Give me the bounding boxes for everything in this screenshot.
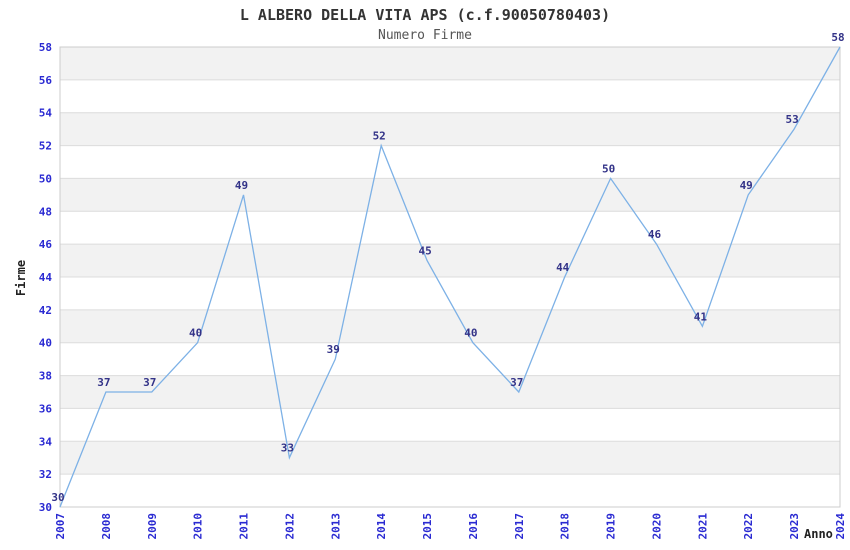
y-tick-label: 30 bbox=[39, 501, 52, 514]
grid-band bbox=[60, 342, 840, 376]
grid-band bbox=[60, 178, 840, 212]
x-tick-label: 2015 bbox=[421, 513, 434, 540]
y-tick-label: 34 bbox=[39, 435, 53, 448]
y-tick-label: 56 bbox=[39, 74, 53, 87]
data-label: 33 bbox=[281, 442, 294, 455]
y-tick-label: 58 bbox=[39, 41, 52, 54]
x-tick-label: 2020 bbox=[651, 513, 664, 540]
grid-band bbox=[60, 79, 840, 113]
x-tick-label: 2016 bbox=[467, 513, 480, 540]
x-tick-label: 2017 bbox=[513, 513, 526, 540]
y-tick-label: 44 bbox=[39, 271, 53, 284]
plot-border bbox=[59, 46, 841, 508]
x-tick-label: 2024 bbox=[834, 513, 847, 540]
grid-band bbox=[60, 211, 840, 245]
data-label: 44 bbox=[556, 261, 570, 274]
x-tick-label: 2021 bbox=[696, 513, 709, 540]
data-label: 40 bbox=[464, 327, 477, 340]
y-tick-label: 32 bbox=[39, 468, 52, 481]
x-tick-label: 2009 bbox=[146, 513, 159, 540]
y-tick-label: 54 bbox=[39, 107, 53, 120]
chart-title: L ALBERO DELLA VITA APS (c.f.90050780403… bbox=[239, 6, 611, 24]
grid-band bbox=[60, 47, 840, 80]
x-tick-label: 2008 bbox=[100, 513, 113, 540]
data-label: 37 bbox=[97, 376, 110, 389]
chart-subtitle: Numero Firme bbox=[378, 28, 472, 43]
data-label: 53 bbox=[785, 113, 798, 126]
x-tick-label: 2014 bbox=[375, 513, 388, 540]
data-label: 49 bbox=[740, 179, 753, 192]
x-tick-label: 2018 bbox=[559, 513, 572, 540]
y-tick-label: 52 bbox=[39, 140, 52, 153]
y-tick-label: 36 bbox=[39, 402, 53, 415]
data-label: 30 bbox=[51, 491, 64, 504]
data-label: 50 bbox=[602, 162, 615, 175]
data-label: 45 bbox=[418, 245, 431, 258]
grid-band bbox=[60, 145, 840, 179]
x-tick-label: 2010 bbox=[192, 513, 205, 540]
y-tick-label: 50 bbox=[39, 172, 52, 185]
data-label: 37 bbox=[143, 376, 156, 389]
x-tick-label: 2012 bbox=[283, 513, 296, 540]
x-tick-label: 2007 bbox=[54, 513, 67, 540]
data-label: 39 bbox=[327, 343, 340, 356]
x-tick-label: 2023 bbox=[788, 513, 801, 540]
y-tick-label: 46 bbox=[39, 238, 53, 251]
data-label: 52 bbox=[373, 130, 386, 143]
y-tick-label: 40 bbox=[39, 337, 52, 350]
grid-band bbox=[60, 375, 840, 409]
grid-band bbox=[60, 112, 840, 146]
grid-band bbox=[60, 441, 840, 475]
data-label: 40 bbox=[189, 327, 202, 340]
x-tick-label: 2011 bbox=[238, 513, 251, 540]
x-axis-title: Anno bbox=[804, 527, 833, 541]
grid-band bbox=[60, 408, 840, 442]
data-label: 46 bbox=[648, 228, 662, 241]
x-tick-label: 2022 bbox=[742, 513, 755, 540]
y-tick-label: 42 bbox=[39, 304, 52, 317]
y-tick-label: 48 bbox=[39, 205, 52, 218]
x-tick-label: 2019 bbox=[605, 513, 618, 540]
data-label: 58 bbox=[831, 31, 844, 44]
x-tick-label: 2013 bbox=[329, 513, 342, 540]
data-label: 49 bbox=[235, 179, 248, 192]
data-label: 37 bbox=[510, 376, 523, 389]
grid-band bbox=[60, 244, 840, 277]
grid-band bbox=[60, 309, 840, 343]
grid-band bbox=[60, 277, 840, 310]
series-line bbox=[59, 46, 841, 508]
y-tick-label: 38 bbox=[39, 370, 52, 383]
data-label: 41 bbox=[694, 310, 708, 323]
grid-band bbox=[60, 474, 840, 507]
